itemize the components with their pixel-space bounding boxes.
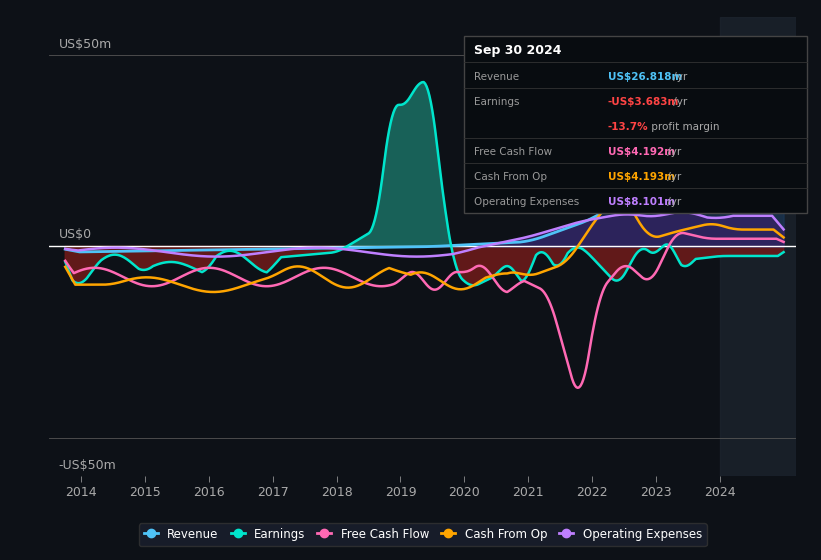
Text: Cash From Op: Cash From Op [474,172,547,181]
Text: -13.7%: -13.7% [608,122,648,132]
Text: -US$50m: -US$50m [59,459,117,472]
Text: -US$3.683m: -US$3.683m [608,97,679,107]
Text: /yr: /yr [664,172,681,181]
Text: /yr: /yr [670,72,687,82]
Text: US$0: US$0 [59,228,92,241]
Bar [720,17,796,476]
Text: Operating Expenses: Operating Expenses [474,197,579,207]
Text: Sep 30 2024: Sep 30 2024 [474,44,562,57]
Text: /yr: /yr [664,197,681,207]
Text: Revenue: Revenue [474,72,519,82]
Text: US$26.818m: US$26.818m [608,72,682,82]
Text: Earnings: Earnings [474,97,519,107]
Text: US$8.101m: US$8.101m [608,197,675,207]
Legend: Revenue, Earnings, Free Cash Flow, Cash From Op, Operating Expenses: Revenue, Earnings, Free Cash Flow, Cash … [139,524,707,546]
Text: /yr: /yr [664,147,681,157]
Text: US$4.192m: US$4.192m [608,147,675,157]
Text: profit margin: profit margin [648,122,719,132]
Text: US$4.193m: US$4.193m [608,172,675,181]
Text: /yr: /yr [670,97,687,107]
Text: Free Cash Flow: Free Cash Flow [474,147,552,157]
Text: US$50m: US$50m [59,38,112,52]
